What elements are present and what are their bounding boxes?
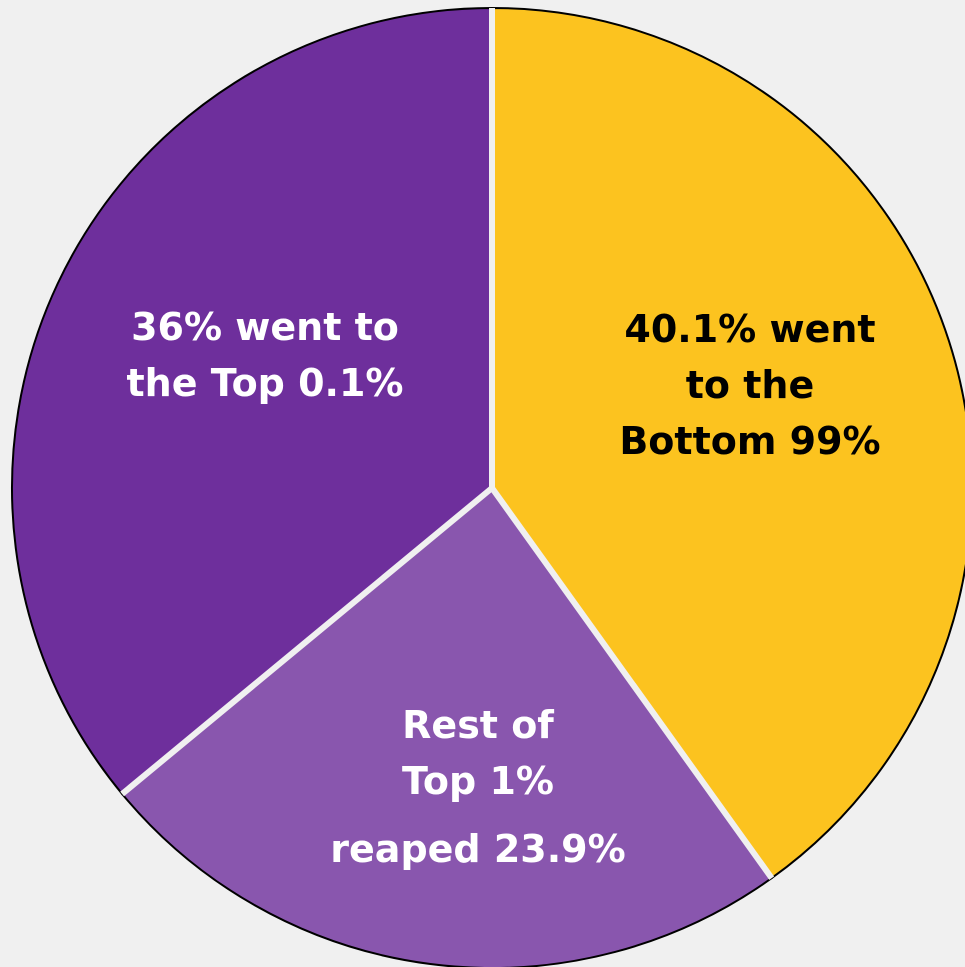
slice-label-top-0-1: 36% went to the Top 0.1% [126,305,403,405]
slice-labels: 40.1% went to the Bottom 99% Rest of Top 1% r… [126,305,880,871]
slice-label-line: reaped 23.9% [330,827,625,871]
slice-label-bottom-99: 40.1% went to the Bottom 99% [619,307,880,463]
slice-label-line: the Top 0.1% [126,361,403,405]
slice-label-line: Bottom 99% [619,419,880,463]
slice-separator [489,486,775,880]
slice-separator [120,485,494,797]
slice-label-line: Rest of [402,703,554,747]
slice-label-line: 40.1% went [624,307,875,351]
slice-label-rest-of-top-1: Rest of Top 1% reaped 23.9% [330,703,625,871]
slice-label-line: 36% went to [131,305,399,349]
slice-label-line: Top 1% [402,759,554,803]
pie-slice-bottom-99 [491,6,965,880]
pie-slices [11,6,965,967]
pie-slice-rest-of-top-1 [120,486,774,967]
slice-label-line: to the [686,363,815,407]
slice-separators [120,8,775,880]
pie-slice-top-0-1 [11,6,493,796]
